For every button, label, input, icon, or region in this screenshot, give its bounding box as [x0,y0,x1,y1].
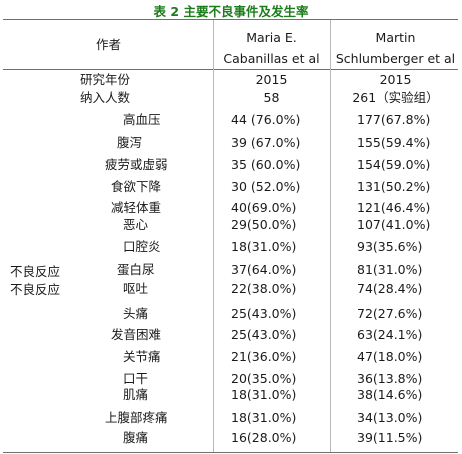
study-2-value: 121(46.4%) [357,200,431,215]
event-name: 食欲下降 [111,179,162,194]
group-label-2: 不良反应 [10,282,61,297]
study-2-value: 47(18.0%) [357,349,423,364]
study-1-value: 25(43.0%) [231,327,297,342]
study-1-value: 35 (60.0%) [231,157,301,172]
event-name: 高血压 [123,112,161,127]
event-name: 腹痛 [123,430,149,445]
event-name: 口腔炎 [123,239,161,254]
event-name: 疲劳或虚弱 [105,157,168,172]
table-top-rule [3,19,458,20]
table-title: 表 2 主要不良事件及发生率 [153,4,309,19]
study-year-1: 2015 [255,72,288,87]
study-year-label: 研究年份 [80,72,131,87]
study-1-value: 25(43.0%) [231,306,297,321]
event-name: 恶心 [123,217,149,232]
study-2-value: 63(24.1%) [357,327,423,342]
event-name: 肌痛 [123,387,149,402]
study-2-value: 155(59.4%) [357,135,431,150]
study-1-value: 18(31.0%) [231,387,297,402]
event-name: 蛋白尿 [117,262,155,277]
event-name: 关节痛 [123,349,161,364]
study-2-value: 36(13.8%) [357,371,423,386]
study-2-value: 154(59.0%) [357,157,431,172]
study-2-value: 81(31.0%) [357,262,423,277]
study-1-value: 30 (52.0%) [231,179,301,194]
study-1-value: 44 (76.0%) [231,112,301,127]
event-name: 上腹部疼痛 [105,410,168,425]
study-2-value: 107(41.0%) [357,217,431,232]
author-header: 作者 [96,37,122,52]
enrolled-2: 261（实验组） [352,90,439,105]
study-1-value: 18(31.0%) [231,239,297,254]
study-1-author-line-1: Maria E. [246,30,297,45]
study-2-author-line-1: Martin [375,30,416,45]
study-1-value: 37(64.0%) [231,262,297,277]
event-name: 腹泻 [117,135,143,150]
study-2-value: 72(27.6%) [357,306,423,321]
study-1-value: 29(50.0%) [231,217,297,232]
study-1-value: 40(69.0%) [231,200,297,215]
event-name: 发音困难 [111,327,162,342]
study-1-value: 18(31.0%) [231,410,297,425]
study-2-value: 177(67.8%) [357,112,431,127]
table-bottom-rule [3,452,458,453]
study-2-value: 38(14.6%) [357,387,423,402]
study-2-value: 39(11.5%) [357,430,423,445]
study-2-author-line-2: Schlumberger et al [335,51,456,66]
event-name: 口干 [123,371,149,386]
study-2-value: 93(35.6%) [357,239,423,254]
study-1-value: 22(38.0%) [231,281,297,296]
column-divider-2 [330,20,331,452]
study-year-2: 2015 [379,72,412,87]
study-1-value: 16(28.0%) [231,430,297,445]
study-1-value: 39 (67.0%) [231,135,301,150]
group-label-1: 不良反应 [10,264,61,279]
event-name: 头痛 [123,306,149,321]
study-2-value: 131(50.2%) [357,179,431,194]
study-2-value: 74(28.4%) [357,281,423,296]
study-1-author-line-2: Cabanillas et al [223,51,320,66]
event-name: 呕吐 [123,281,149,296]
header-bottom-rule [3,69,458,70]
enrolled-1: 58 [263,90,280,105]
event-name: 减轻体重 [111,200,162,215]
study-1-value: 20(35.0%) [231,371,297,386]
study-1-value: 21(36.0%) [231,349,297,364]
column-divider-1 [213,20,214,452]
study-2-value: 34(13.0%) [357,410,423,425]
enrolled-label: 纳入人数 [80,90,131,105]
